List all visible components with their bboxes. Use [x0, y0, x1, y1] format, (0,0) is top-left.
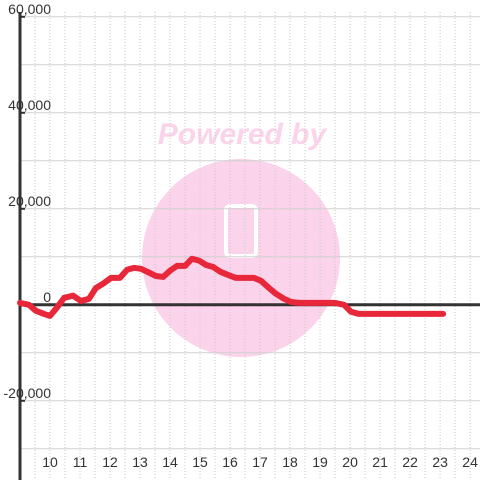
- x-tick-label: 19: [312, 454, 328, 470]
- x-tick-label: 17: [252, 454, 268, 470]
- y-tick-label: -20,000: [4, 385, 52, 401]
- watermark: Powered by: [142, 118, 340, 357]
- x-tick-label: 24: [462, 454, 478, 470]
- y-tick-label: 20,000: [8, 193, 51, 209]
- x-tick-label: 18: [282, 454, 298, 470]
- watermark-icon: [224, 204, 258, 258]
- watermark-text: Powered by: [158, 118, 328, 151]
- x-tick-label: 10: [42, 454, 58, 470]
- x-tick-label: 14: [162, 454, 178, 470]
- x-tick-label: 16: [222, 454, 238, 470]
- y-tick-label: 0: [43, 289, 51, 305]
- x-tick-label: 11: [73, 454, 88, 470]
- x-tick-label: 13: [132, 454, 148, 470]
- x-tick-label: 23: [432, 454, 448, 470]
- x-tick-label: 15: [192, 454, 208, 470]
- x-tick-label: 12: [102, 454, 118, 470]
- y-tick-label: 40,000: [8, 97, 51, 113]
- x-tick-label: 20: [342, 454, 358, 470]
- x-tick-label: 22: [402, 454, 418, 470]
- line: [17, 255, 447, 319]
- y-tick-label: 60,000: [8, 1, 51, 17]
- x-tick-label: 21: [372, 454, 388, 470]
